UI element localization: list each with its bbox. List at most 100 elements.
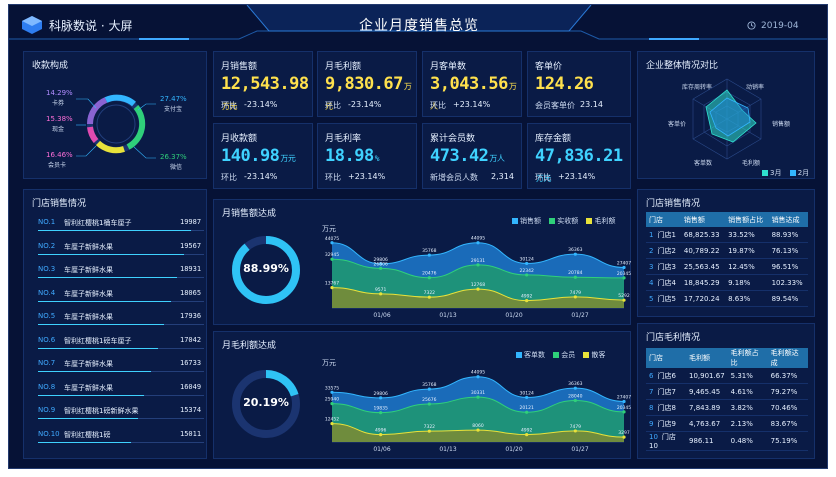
- income-pct-3: 27.47%: [160, 95, 187, 103]
- data-point: [622, 276, 626, 280]
- gross-unit: 万元: [322, 359, 336, 367]
- table-header-cell: 毛利额达成: [767, 348, 808, 368]
- store-rank-row: NO.2 车厘子新鲜水果 19567: [38, 238, 204, 261]
- radar-axis-label: 客单数: [694, 160, 713, 167]
- x-tick-label: 01/06: [373, 312, 390, 319]
- kpi-value: 12,543.98万元: [221, 74, 309, 111]
- store-name: 智利红樱桃1磅: [64, 430, 111, 439]
- data-label: 30124: [520, 256, 534, 262]
- rank-bar-fill: [38, 418, 138, 419]
- data-point: [525, 273, 529, 277]
- rank-bar-track: [38, 394, 204, 396]
- data-label: 7479: [570, 424, 582, 430]
- table-cell: 18,845.29: [680, 274, 726, 291]
- data-point: [573, 386, 577, 390]
- kpi-label: 月销售额: [221, 62, 258, 72]
- store-rank-panel: 门店销售情况 NO.1 智利红樱桃1桶车厘子 19987 NO.2 车厘子新鲜水果 195…: [23, 189, 207, 459]
- dashboard-frame: 科脉数说 · 大屏 企业月度销售总览 2019-04 收款构成 14.29% 卡…: [8, 4, 828, 469]
- kpi-label: 月毛利额: [325, 62, 362, 72]
- rank-bar-track: [38, 347, 204, 349]
- table-cell: 5.31%: [727, 368, 768, 384]
- table-cell: 10 门店10: [646, 431, 687, 451]
- data-point: [427, 295, 431, 299]
- data-label: 5292: [618, 293, 630, 299]
- table-row: 8 门店8 7,843.89 3.82% 70.46%: [646, 399, 808, 416]
- income-panel: 收款构成 14.29% 卡券 15.38% 现金 16.46% 会员卡 27.4…: [23, 51, 207, 179]
- table-cell: 4 门店4: [646, 274, 681, 291]
- data-label: 27407: [617, 260, 631, 266]
- clock-icon: [747, 21, 756, 30]
- sales-target-chart: 44075 29806 35768 44095 30124 36363 27407 32945…: [232, 236, 631, 319]
- store-rank-row: NO.9 智利红樱桃1磅新鲜水果 15374: [38, 402, 204, 425]
- data-point: [427, 402, 431, 406]
- table-cell: 66.37%: [767, 368, 808, 384]
- gross-target-ring: [232, 370, 300, 438]
- store-value: 17936: [180, 312, 202, 320]
- sales-unit: 万元: [322, 225, 336, 233]
- table-cell: 17,720.24: [680, 290, 726, 307]
- table-row: 10 门店10 986.11 0.48% 75.19%: [646, 431, 808, 451]
- rank-bar-track: [38, 324, 204, 325]
- data-label: 29806: [374, 391, 388, 397]
- store-name: 车厘子新鲜水果: [64, 266, 113, 274]
- data-label: 7479: [570, 290, 582, 296]
- data-point: [573, 398, 577, 403]
- table-cell: 8.63%: [725, 290, 769, 307]
- table-cell: 6 门店6: [646, 368, 687, 384]
- kpi-card-inventory: 库存金额 47,836.21万元 环比 +23.14%: [527, 123, 631, 189]
- store-value: 16049: [180, 382, 202, 391]
- store-name: 智利红樱桃1桶车厘子: [64, 219, 132, 227]
- series-area-3: [332, 423, 624, 442]
- sales-area-series: 44075 29806 35768 44095 30124 36363 27407 32945…: [325, 236, 631, 319]
- store-value: 16733: [180, 359, 202, 367]
- data-point: [476, 395, 480, 399]
- data-label: 7322: [424, 424, 436, 430]
- data-label: 29131: [471, 258, 485, 264]
- kpi-sub-label: 新增会员人数: [430, 173, 478, 182]
- kpi-sub-value: 2,314: [491, 172, 514, 181]
- data-label: 8060: [472, 423, 484, 429]
- data-label: 19835: [374, 406, 388, 412]
- store-sales-table-panel: 门店销售情况 门店 销售额 销售额占比 销售达成 1 门店1 68,825.33 33.52%…: [637, 189, 815, 317]
- data-label: 30331: [471, 390, 485, 396]
- table-cell: 5 门店5: [646, 290, 681, 307]
- row-index: 1: [649, 230, 654, 239]
- gross-target-panel: 月毛利额达成 33575 29806 35768 44095 30124 36363 274…: [213, 331, 631, 459]
- kpi-sub-value: +23.14%: [453, 100, 491, 109]
- data-point: [622, 435, 626, 439]
- data-point: [330, 241, 334, 245]
- store-gross-table-panel: 门店毛利情况 门店 毛利额 毛利额占比 毛利额达成 6 门店6 10,901.67 5.31%…: [637, 323, 815, 459]
- data-label: 25676: [422, 397, 436, 403]
- gross-area-series: 33575 29806 35768 44095 30124 36363 27407 25940…: [325, 370, 631, 453]
- data-label: 29806: [374, 257, 388, 263]
- store-rank-row: NO.7 车厘子新鲜水果 16733: [38, 355, 204, 378]
- data-label: 35768: [422, 248, 436, 254]
- store-name: 车厘子新鲜水果: [64, 313, 113, 321]
- kpi-sub-value: -23.14%: [244, 172, 278, 181]
- rank-bar-fill: [38, 347, 158, 349]
- data-point: [573, 275, 577, 279]
- kpi-card-sales: 月销售额 12,543.98万元 环比 -23.14%: [213, 51, 313, 117]
- store-value: 17042: [180, 335, 202, 344]
- x-tick-label: 01/20: [505, 312, 522, 319]
- data-point: [427, 276, 431, 280]
- sales-target-title: 月销售额达成: [222, 209, 277, 219]
- row-index: 5: [649, 294, 654, 303]
- rank-number: NO.7: [38, 359, 56, 367]
- kpi-card-unit-price: 客单价 124.26 会员客单价 23.14: [527, 51, 631, 117]
- rank-bar-fill: [38, 277, 178, 278]
- income-pct-4: 26.37%: [160, 153, 187, 161]
- row-index: 7: [649, 387, 654, 396]
- store-rank-row: NO.6 智利红樱桃1磅车厘子 17042: [38, 332, 204, 355]
- kpi-label: 月毛利率: [325, 134, 362, 144]
- table-cell: 89.54%: [768, 290, 808, 307]
- rank-number: NO.4: [38, 288, 56, 297]
- rank-bar-track: [38, 418, 204, 419]
- data-point: [379, 433, 383, 437]
- income-pct-1: 15.38%: [46, 115, 73, 123]
- kpi-label: 月收款额: [221, 134, 258, 144]
- rank-bar-track: [38, 253, 204, 255]
- table-cell: 70.46%: [767, 399, 808, 416]
- store-gross-table: 门店 毛利额 毛利额占比 毛利额达成 6 门店6 10,901.67 5.31% 66.37% 7…: [646, 348, 808, 451]
- table-cell: 3 门店3: [646, 258, 681, 275]
